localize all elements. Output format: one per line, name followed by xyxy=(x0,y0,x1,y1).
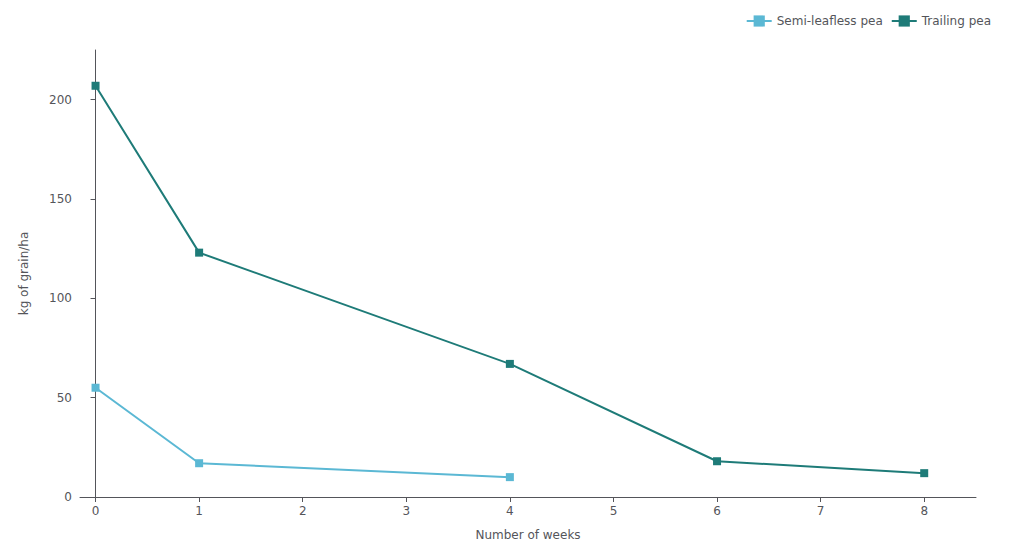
svg-text:0: 0 xyxy=(92,504,100,518)
svg-text:7: 7 xyxy=(817,504,825,518)
svg-text:3: 3 xyxy=(402,504,410,518)
svg-text:150: 150 xyxy=(49,192,72,206)
svg-text:50: 50 xyxy=(57,391,72,405)
svg-text:100: 100 xyxy=(49,291,72,305)
svg-text:1: 1 xyxy=(195,504,203,518)
svg-text:Number of weeks: Number of weeks xyxy=(475,528,580,542)
svg-text:8: 8 xyxy=(920,504,928,518)
svg-text:kg of grain/ha: kg of grain/ha xyxy=(17,232,31,316)
svg-text:Semi-leafless pea: Semi-leafless pea xyxy=(777,14,883,28)
svg-text:Trailing pea: Trailing pea xyxy=(921,14,991,28)
svg-text:0: 0 xyxy=(64,490,72,504)
svg-text:200: 200 xyxy=(49,93,72,107)
svg-text:5: 5 xyxy=(610,504,618,518)
svg-text:6: 6 xyxy=(713,504,721,518)
svg-text:2: 2 xyxy=(299,504,307,518)
svg-text:4: 4 xyxy=(506,504,514,518)
